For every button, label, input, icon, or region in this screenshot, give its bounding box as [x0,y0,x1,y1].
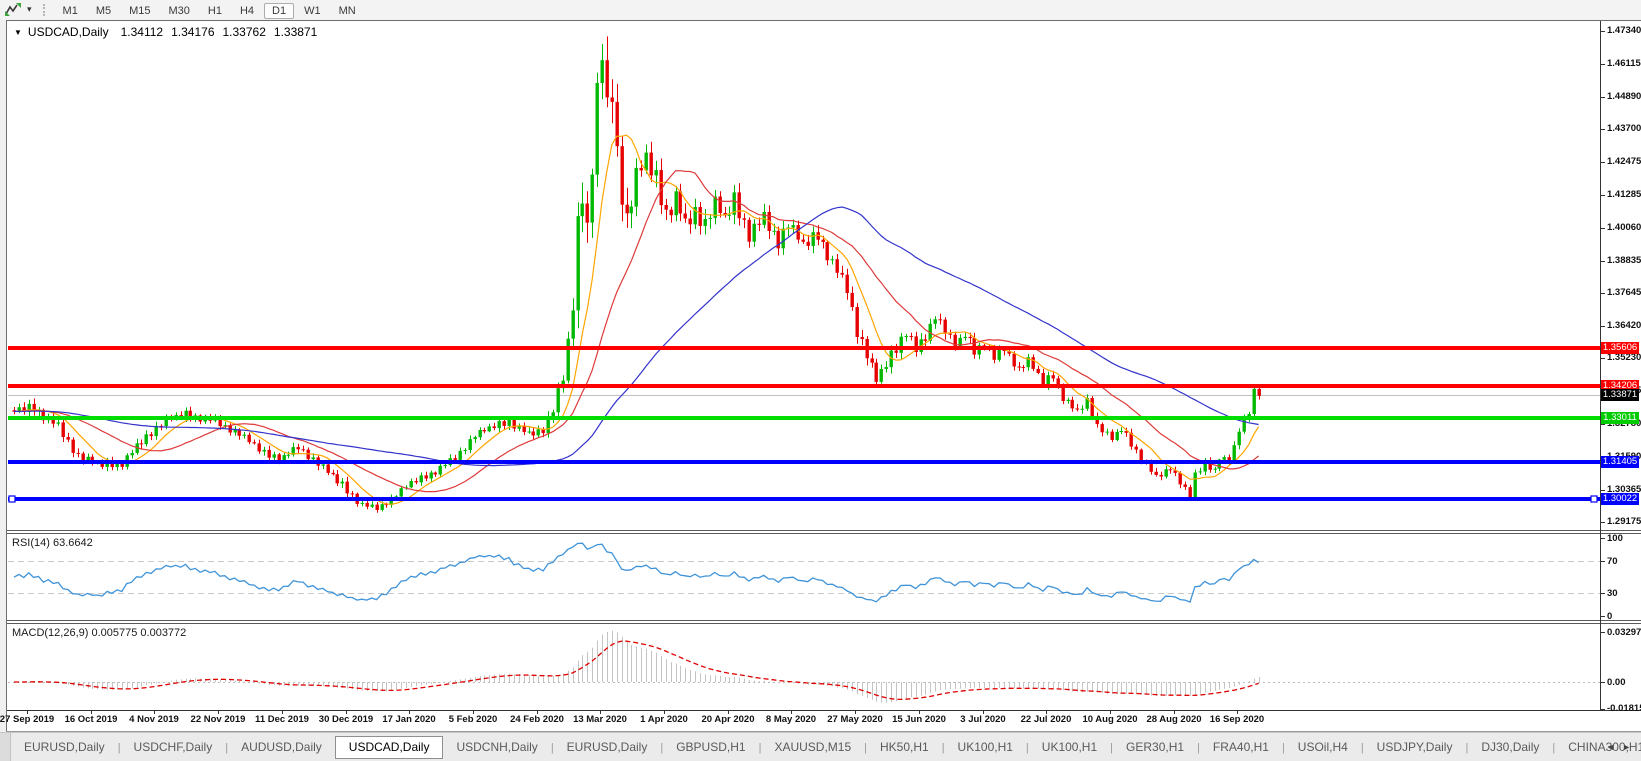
timeframe-button-m5[interactable]: M5 [95,4,112,17]
chart-tab-usdcad-daily[interactable]: USDCAD,Daily [334,736,444,759]
hline-drag-handle[interactable] [1590,495,1598,503]
tab-separator: | [1281,741,1285,754]
tab-separator: | [1465,741,1469,754]
chart-period-icon[interactable] [5,3,23,16]
tab-scroll-right-icon[interactable]: ► [1622,742,1631,752]
timeframe-button-mn[interactable]: MN [338,4,356,17]
tab-separator: | [864,741,867,754]
timeframe-button-m1[interactable]: M1 [62,4,78,17]
macd-pane[interactable] [8,630,1600,703]
chart-tab-eurusd-daily[interactable]: EURUSD,Daily [24,740,105,754]
timeframe-button-d1[interactable]: D1 [264,2,295,19]
chart-tab-ger30-h1[interactable]: GER30,H1 [1126,740,1185,754]
chart-tab-usoil-h4[interactable]: USOil,H4 [1297,740,1348,754]
macd-signal-line [14,640,1259,701]
chart-tab-gbpusd-h1[interactable]: GBPUSD,H1 [676,740,746,754]
chart-tab-dj30-daily[interactable]: DJ30,Daily [1481,740,1540,754]
timeframe-button-h4[interactable]: H4 [239,4,255,17]
period-toolbar: ▾ M1 M5 M15 M30 H1 H4 D1 W1 MN [0,0,1641,19]
chart-tab-china300-h1[interactable]: CHINA300,H1 [1568,740,1641,754]
rsi-line [13,542,1259,603]
timeframe-button-h1[interactable]: H1 [207,4,222,17]
rsi-pane[interactable] [8,542,1600,603]
chart-tab-audusd-daily[interactable]: AUDUSD,Daily [241,740,322,754]
tab-separator: | [117,741,121,754]
chart-tab-strip: EURUSD,Daily | USDCHF,Daily | AUDUSD,Daily US… [0,732,1641,761]
tab-separator: | [758,741,762,754]
tab-scroll-left-icon[interactable]: ◄ [1606,742,1615,752]
chart-tab-fra40-h1[interactable]: FRA40,H1 [1212,740,1269,754]
tab-separator: | [1360,741,1364,754]
tab-separator: | [1552,741,1556,754]
tab-separator: | [1025,741,1029,754]
toolbar-grip-handle[interactable] [42,3,45,16]
tab-separator: | [1197,741,1200,754]
chart-tab-uk100-h1[interactable]: UK100,H1 [957,740,1013,754]
tab-separator: | [225,741,229,754]
chart-tab-usdjpy-daily[interactable]: USDJPY,Daily [1376,740,1453,754]
tab-separator: | [1110,741,1114,754]
tab-bar: EURUSD,Daily | USDCHF,Daily | AUDUSD,Daily US… [0,733,1641,761]
timeframe-button-m30[interactable]: M30 [168,4,190,17]
chart-tab-eurusd-daily[interactable]: EURUSD,Daily [566,740,648,754]
tab-strip-corner [0,733,11,761]
tab-separator: | [660,741,664,754]
chart-chrome [6,20,1641,732]
chart-tab-usdcnh-daily[interactable]: USDCNH,Daily [456,740,538,754]
price-pane[interactable] [8,36,1600,513]
hline-drag-handle[interactable] [8,495,16,503]
timeframe-button-m15[interactable]: M15 [129,4,151,17]
chart-tab-hk50-h1[interactable]: HK50,H1 [879,740,929,754]
chart-tab-xauusd-m15[interactable]: XAUUSD,M15 [774,740,852,754]
moving-average-21 [13,170,1259,493]
tab-separator: | [550,741,554,754]
chart-tab-uk100-h1[interactable]: UK100,H1 [1041,740,1098,754]
chart-background [7,21,1641,731]
timeframe-button-group: M1 M5 M15 M30 H1 H4 D1 W1 MN [54,1,365,19]
moving-average-55 [13,206,1259,467]
tab-separator: | [941,741,945,754]
candlesticks [12,36,1261,513]
chart-tab-usdchf-daily[interactable]: USDCHF,Daily [133,740,213,754]
timeframe-button-w1[interactable]: W1 [304,4,321,17]
chevron-down-icon[interactable]: ▾ [27,4,32,14]
